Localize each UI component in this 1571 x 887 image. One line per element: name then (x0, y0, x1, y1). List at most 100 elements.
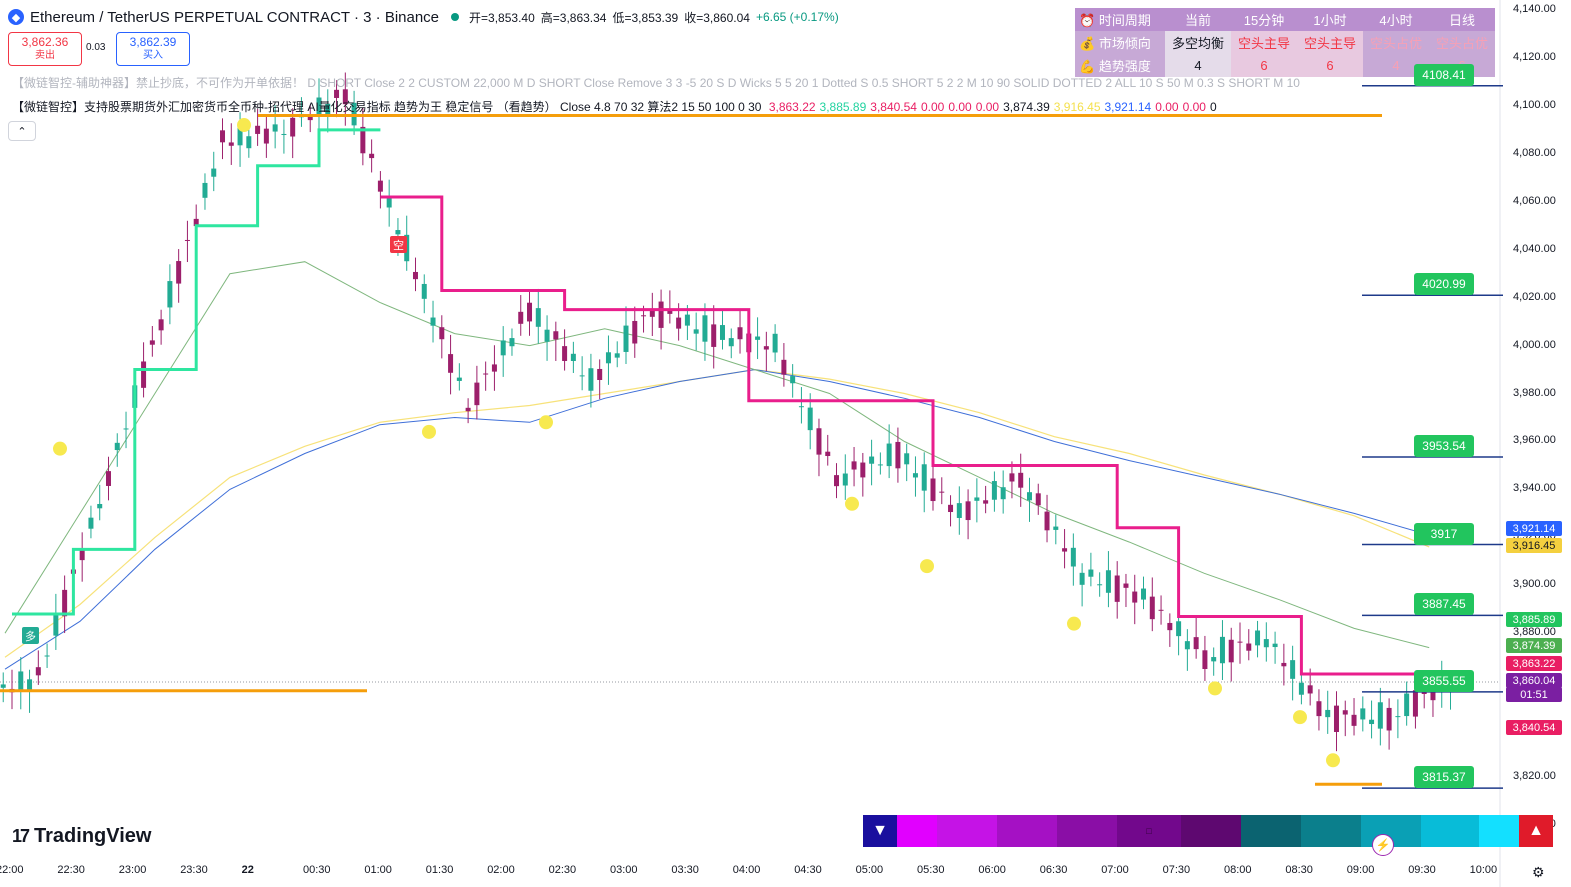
price-axis-label: 4,140.00 (1513, 3, 1556, 15)
candle-body (912, 473, 918, 478)
strip-cell (997, 815, 1057, 847)
signal-dot (1293, 710, 1307, 725)
symbol-header[interactable]: ◆ Ethereum / TetherUS PERPETUAL CONTRACT… (8, 6, 839, 28)
money-bag-icon: 💰 (1079, 36, 1096, 51)
candle-body (1290, 660, 1296, 679)
candle-body (1088, 569, 1094, 577)
price-axis-label: 3,900.00 (1513, 578, 1556, 591)
time-axis-label: 22 (241, 864, 254, 876)
candle-body (535, 308, 541, 327)
candle-body (44, 655, 50, 657)
candle-body (281, 133, 287, 135)
candle-body (334, 89, 340, 98)
candle-body (1351, 714, 1357, 726)
time-axis-label: 10:00 (1469, 864, 1498, 876)
table-cell: 空头占优 (1435, 36, 1488, 51)
candle-body (1062, 548, 1068, 552)
candle-body (781, 359, 787, 375)
candle-body (895, 441, 901, 469)
sell-button[interactable]: 3,862.36 卖出 (8, 32, 82, 66)
time-axis-label: 03:30 (671, 864, 699, 876)
lightning-icon[interactable]: ⚡ (1372, 834, 1394, 856)
buy-button[interactable]: 3,862.39 买入 (116, 32, 190, 66)
level-tag: 3855.55 (1414, 669, 1474, 692)
level-tag: 4108.41 (1414, 63, 1474, 86)
time-axis-label: 05:00 (855, 864, 884, 876)
candle-body (1026, 492, 1032, 501)
table-cell: 15分钟 (1231, 8, 1297, 31)
candle-body (141, 361, 147, 388)
indicator-legend-2-text: 【微链智控】支持股票期货外汇加密货币全币种-招代理 AI量化交易指标 趋势为王 … (12, 100, 762, 114)
candle-body (1325, 709, 1331, 718)
level-tag: 3953.54 (1414, 434, 1474, 457)
candle-body (1412, 690, 1418, 717)
time-axis-label: 03:00 (610, 864, 638, 876)
candle-body (763, 346, 769, 350)
candle-body (1255, 630, 1261, 646)
candle-body (772, 333, 778, 353)
candle-body (1193, 637, 1199, 650)
table-cell: 6 (1297, 54, 1363, 77)
candle-body (35, 667, 41, 676)
signal-dot (1067, 616, 1081, 631)
candle-body (220, 130, 226, 143)
candle-body (184, 239, 190, 241)
candle-body (456, 377, 462, 381)
price-axis-label: 4,120.00 (1513, 50, 1556, 63)
indicator-legend-1[interactable]: 【微链智控-辅助神器】禁止抄底，不可作为开单依据！ D SHORT Close … (12, 76, 1300, 90)
candle-body (877, 464, 883, 466)
collapse-legend-button[interactable]: ⌃ (8, 121, 36, 141)
candle-body (79, 549, 85, 561)
strip-cell (1421, 815, 1479, 847)
candle-body (562, 346, 568, 361)
signal-strip: ▼ □ ▲ (863, 815, 1553, 847)
candle-body (474, 382, 480, 406)
spread-value: 0.03 (86, 42, 106, 53)
candle-body (149, 340, 155, 345)
ohlc-change: +6.65 (+0.17%) (755, 10, 839, 24)
candle-body (228, 142, 234, 146)
table-cell: 4 (1392, 58, 1400, 73)
candle-body (684, 314, 690, 326)
candle-body (123, 428, 129, 430)
candle-body (728, 338, 734, 347)
candle-body (553, 331, 559, 340)
candle-body (167, 281, 173, 308)
candle-body (834, 475, 840, 487)
candle-body (1149, 596, 1155, 620)
tradingview-logo[interactable]: 17 TradingView (12, 825, 151, 848)
candle-body (711, 324, 717, 347)
candle-body (623, 325, 629, 352)
price-tag: 3,860.04 (1506, 673, 1562, 688)
indicator-legend-2[interactable]: 【微链智控】支持股票期货外汇加密货币全币种-招代理 AI量化交易指标 趋势为王 … (12, 98, 1217, 115)
candle-body (18, 671, 24, 691)
candle-body (798, 406, 804, 408)
candle-body (395, 230, 401, 235)
candle-body (439, 327, 445, 340)
time-axis-label: 07:00 (1101, 864, 1129, 876)
signal-dot (845, 496, 859, 511)
candle-body (316, 97, 322, 117)
candle-body (869, 456, 875, 464)
ohlc-open: 开=3,853.40 (469, 10, 535, 25)
strip-cell (1301, 815, 1361, 847)
settings-gear-icon[interactable]: ⚙ (1532, 864, 1545, 880)
candle-body (842, 473, 848, 486)
candle-body (509, 338, 515, 347)
candle-body (658, 301, 664, 328)
candle-body (632, 320, 638, 344)
symbol-title[interactable]: Ethereum / TetherUS PERPETUAL CONTRACT ·… (30, 8, 440, 26)
price-axis-label: 3,980.00 (1513, 386, 1556, 399)
level-tag: 4020.99 (1414, 273, 1474, 296)
candle-body (816, 428, 822, 455)
candle-body (1053, 526, 1059, 530)
candle-body (412, 271, 418, 280)
candle-body (930, 478, 936, 502)
candle-body (500, 340, 506, 356)
candle-body (237, 126, 243, 146)
time-axis-label: 06:00 (978, 864, 1006, 876)
trend-line-up (12, 128, 381, 616)
price-axis-label: 4,020.00 (1513, 290, 1556, 303)
candle-body (921, 464, 927, 491)
